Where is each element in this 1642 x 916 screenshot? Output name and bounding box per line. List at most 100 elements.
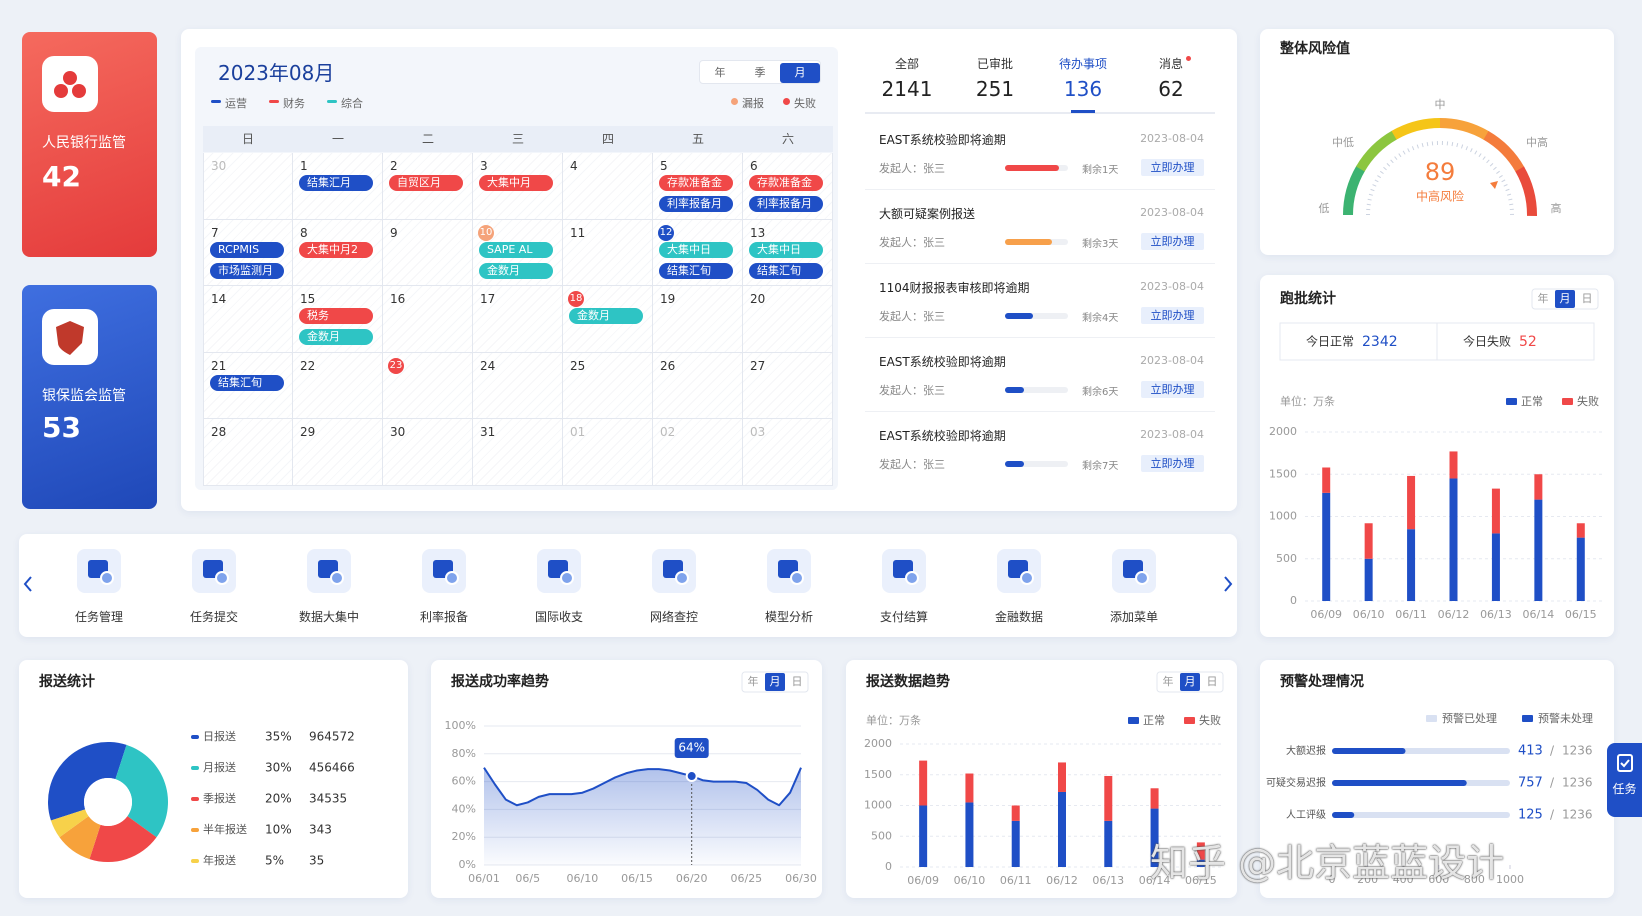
float-button[interactable]: 任务 — [1607, 743, 1642, 817]
day-cell[interactable]: 02 — [653, 419, 743, 486]
legend-swatch — [191, 766, 199, 770]
tab[interactable]: 日 — [1207, 675, 1218, 688]
event-pill[interactable]: 大集中月2 — [299, 241, 373, 258]
day-cell[interactable]: 4 — [563, 153, 653, 220]
event-pill[interactable]: 利率报备月 — [659, 196, 733, 212]
day-cell[interactable]: 26 — [653, 352, 743, 420]
day-cell[interactable]: 31 — [473, 419, 563, 486]
day-cell[interactable]: 25 — [563, 352, 653, 420]
tab-underline — [1071, 110, 1095, 113]
day-cell[interactable]: 10 SAPE AL 金数月 — [473, 219, 563, 287]
menu-item[interactable]: 国际收支 — [514, 548, 604, 630]
day-cell[interactable]: 27 — [743, 352, 833, 420]
day-cell[interactable]: 8 大集中月2 — [293, 219, 383, 287]
event-pill[interactable]: 存款准备金 — [659, 175, 733, 191]
event-pill[interactable]: 存款准备金 — [749, 175, 823, 191]
day-cell[interactable]: 15 税务 金数月 — [293, 286, 383, 353]
day-cell[interactable]: 22 — [293, 352, 383, 420]
event-pill[interactable]: 结集汇旬 — [659, 262, 733, 279]
day-cell[interactable]: 9 — [383, 219, 473, 287]
next-arrow[interactable] — [1217, 564, 1237, 604]
day-cell[interactable]: 29 — [293, 419, 383, 486]
day-cell[interactable]: 17 — [473, 286, 563, 353]
bar-segment — [1104, 820, 1113, 867]
day-cell[interactable]: 23 — [383, 352, 473, 420]
day-cell[interactable]: 01 — [563, 419, 653, 486]
day-cell[interactable]: 20 — [743, 286, 833, 353]
day-cell[interactable]: 19 — [653, 286, 743, 353]
tab[interactable]: 月 — [770, 675, 781, 688]
day-cell[interactable]: 2 自贸区月 — [383, 153, 473, 220]
menu-item[interactable]: 网络查控 — [629, 548, 719, 630]
day-cell[interactable]: 1 结集汇月 — [293, 153, 383, 220]
supervision-card[interactable]: 人民银行监管 42 — [22, 32, 157, 257]
menu-item[interactable]: 数据大集中 — [284, 548, 374, 630]
menu-item[interactable]: 模型分析 — [744, 548, 834, 630]
event-pill[interactable]: 大集中月 — [479, 175, 553, 191]
period-tab[interactable]: 月 — [780, 63, 820, 83]
tab[interactable]: 日 — [1582, 292, 1593, 305]
bar-segment — [1364, 523, 1373, 559]
legend-label: 正常 — [1521, 395, 1543, 408]
prev-arrow[interactable] — [19, 564, 39, 604]
event-pill[interactable]: 税务 — [299, 308, 373, 325]
day-cell[interactable]: 16 — [383, 286, 473, 353]
day-cell[interactable]: 18 金数月 — [563, 286, 653, 353]
event-pill[interactable]: 金数月 — [299, 329, 373, 346]
supervision-card[interactable]: 银保监会监管 53 — [22, 285, 157, 509]
task-action[interactable]: 立即办理 — [1141, 307, 1204, 324]
day-cell[interactable]: 30 — [203, 153, 293, 220]
day-cell[interactable]: 5 存款准备金 利率报备月 — [653, 153, 743, 220]
event-pill[interactable]: 结集汇月 — [299, 175, 373, 191]
event-pill[interactable]: 金数月 — [569, 308, 643, 325]
period-tab[interactable]: 年 — [714, 66, 726, 79]
day-cell[interactable]: 03 — [743, 419, 833, 486]
event-pill[interactable]: 大集中日 — [749, 241, 823, 258]
day-cell[interactable]: 24 — [473, 352, 563, 420]
value-label: 413 — [1518, 744, 1543, 759]
day-cell[interactable]: 13 大集中日 结集汇旬 — [743, 219, 833, 287]
menu-item[interactable]: 支付结算 — [859, 548, 949, 630]
day-cell[interactable]: 21 结集汇旬 — [203, 352, 293, 420]
tab[interactable]: 年 — [748, 674, 759, 688]
task-tab-label[interactable]: 全部 — [894, 57, 919, 71]
tab[interactable]: 年 — [1538, 291, 1549, 305]
task-tab-label[interactable]: 已审批 — [976, 57, 1013, 71]
menu-item[interactable]: 添加菜单 — [1089, 548, 1179, 630]
day-cell[interactable]: 12 大集中日 结集汇旬 — [653, 219, 743, 287]
tab[interactable]: 年 — [1163, 674, 1174, 688]
event-pill[interactable]: 金数月 — [479, 262, 553, 279]
task-action[interactable]: 立即办理 — [1141, 233, 1204, 250]
tab[interactable]: 日 — [792, 675, 803, 688]
day-cell[interactable]: 3 大集中月 — [473, 153, 563, 220]
event-pill[interactable]: 自贸区月 — [389, 175, 463, 191]
menu-item[interactable]: 金融数据 — [974, 548, 1064, 630]
menu-item[interactable]: 利率报备 — [399, 548, 489, 630]
task-tab-label[interactable]: 消息 — [1158, 57, 1183, 71]
event-pill[interactable]: 结集汇旬 — [210, 374, 284, 391]
period-tab[interactable]: 季 — [754, 66, 766, 79]
event-pill[interactable]: 大集中日 — [659, 241, 733, 258]
event-pill[interactable]: 市场监测月 — [210, 262, 284, 279]
day-cell[interactable]: 11 — [563, 219, 653, 287]
tab[interactable]: 月 — [1185, 675, 1196, 688]
event-pill[interactable]: RCPMIS — [210, 241, 284, 258]
event-pill[interactable]: 结集汇旬 — [749, 262, 823, 279]
pie-slice — [59, 816, 101, 860]
menu-item[interactable]: 任务管理 — [54, 548, 144, 630]
tab[interactable]: 月 — [1560, 292, 1571, 305]
day-cell[interactable]: 30 — [383, 419, 473, 486]
task-action[interactable]: 立即办理 — [1141, 455, 1204, 472]
event-pill[interactable]: 利率报备月 — [749, 196, 823, 212]
day-cell[interactable]: 28 — [203, 419, 293, 486]
menu-item[interactable]: 任务提交 — [169, 548, 259, 630]
task-date: 2023-08-04 — [1140, 280, 1204, 293]
day-cell[interactable]: 14 — [203, 286, 293, 353]
task-action[interactable]: 立即办理 — [1141, 381, 1204, 398]
day-cell[interactable]: 7 RCPMIS 市场监测月 — [203, 219, 293, 287]
task-action[interactable]: 立即办理 — [1141, 159, 1204, 176]
task-tab-label[interactable]: 待办事项 — [1058, 57, 1107, 71]
event-pill[interactable]: SAPE AL — [479, 241, 553, 258]
day-cell[interactable]: 6 存款准备金 利率报备月 — [743, 153, 833, 220]
